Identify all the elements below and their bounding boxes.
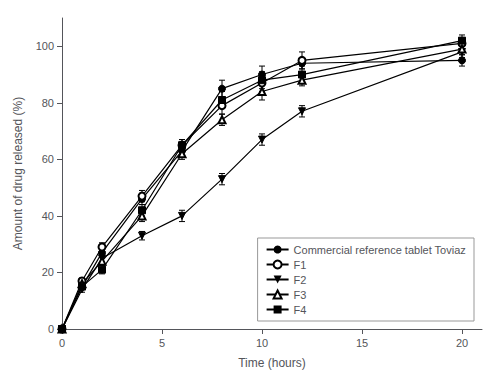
svg-text:20: 20: [42, 266, 54, 278]
svg-text:10: 10: [256, 337, 268, 349]
svg-text:40: 40: [42, 210, 54, 222]
svg-text:20: 20: [456, 337, 468, 349]
svg-text:80: 80: [42, 97, 54, 109]
svg-text:100: 100: [36, 40, 54, 52]
svg-text:0: 0: [59, 337, 65, 349]
svg-text:Amount of drug released (%): Amount of drug released (%): [11, 97, 25, 250]
svg-text:60: 60: [42, 153, 54, 165]
svg-text:Commercial reference tablet To: Commercial reference tablet Toviaz: [294, 244, 466, 256]
svg-text:F3: F3: [294, 289, 307, 301]
svg-text:F4: F4: [294, 304, 307, 316]
svg-text:F1: F1: [294, 259, 307, 271]
svg-text:15: 15: [356, 337, 368, 349]
svg-text:Time (hours): Time (hours): [238, 356, 306, 370]
svg-text:5: 5: [159, 337, 165, 349]
svg-text:0: 0: [48, 323, 54, 335]
svg-text:F2: F2: [294, 274, 307, 286]
